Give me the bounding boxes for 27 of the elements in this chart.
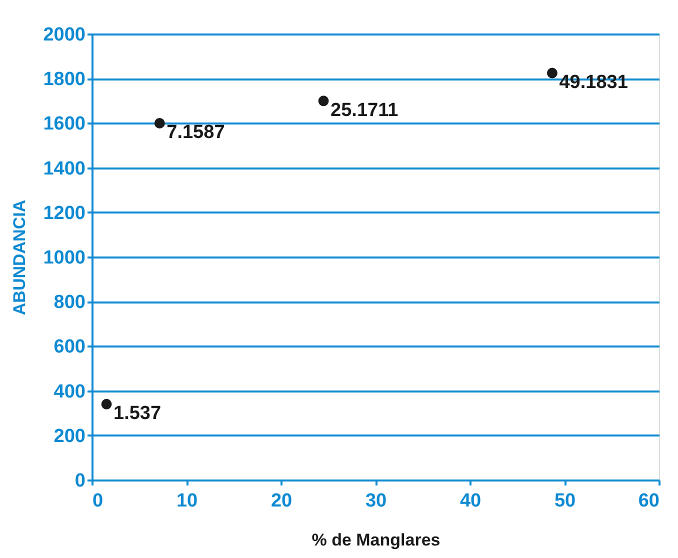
annotation: 7.1587 xyxy=(166,122,225,144)
x-tick-label: 40 xyxy=(460,490,482,512)
y-tick-label: 1000 xyxy=(43,248,86,268)
annotation: 25.1711 xyxy=(330,100,399,121)
annotation: 1.537 xyxy=(114,403,162,424)
y-tick-label: 800 xyxy=(54,292,86,314)
x-axis-title: % de Manglares xyxy=(312,530,440,550)
y-tick-label: 0 xyxy=(74,470,86,492)
y-tick-label: 2000 xyxy=(43,24,86,46)
y-tick-label: 1200 xyxy=(43,202,86,224)
y-tick-label: 1600 xyxy=(43,114,86,135)
x-tick-label: 10 xyxy=(176,490,198,512)
x-tick-label: 20 xyxy=(270,490,292,512)
y-tick-label: 600 xyxy=(54,336,86,358)
x-tick-label: 30 xyxy=(365,490,387,512)
y-tick-label: 200 xyxy=(54,426,86,447)
y-tick-label: 1800 xyxy=(43,69,86,90)
x-tick-label: 50 xyxy=(554,490,576,512)
point xyxy=(318,96,329,106)
x-tick-label: 0 xyxy=(92,490,104,512)
y-axis-title: ABUNDANCIA xyxy=(10,200,30,316)
x-tick-label: 60 xyxy=(638,490,660,512)
point xyxy=(546,68,558,78)
y-tick-label: 400 xyxy=(54,381,86,402)
point xyxy=(101,398,112,410)
point xyxy=(154,118,165,128)
y-tick-label: 1400 xyxy=(43,158,86,180)
